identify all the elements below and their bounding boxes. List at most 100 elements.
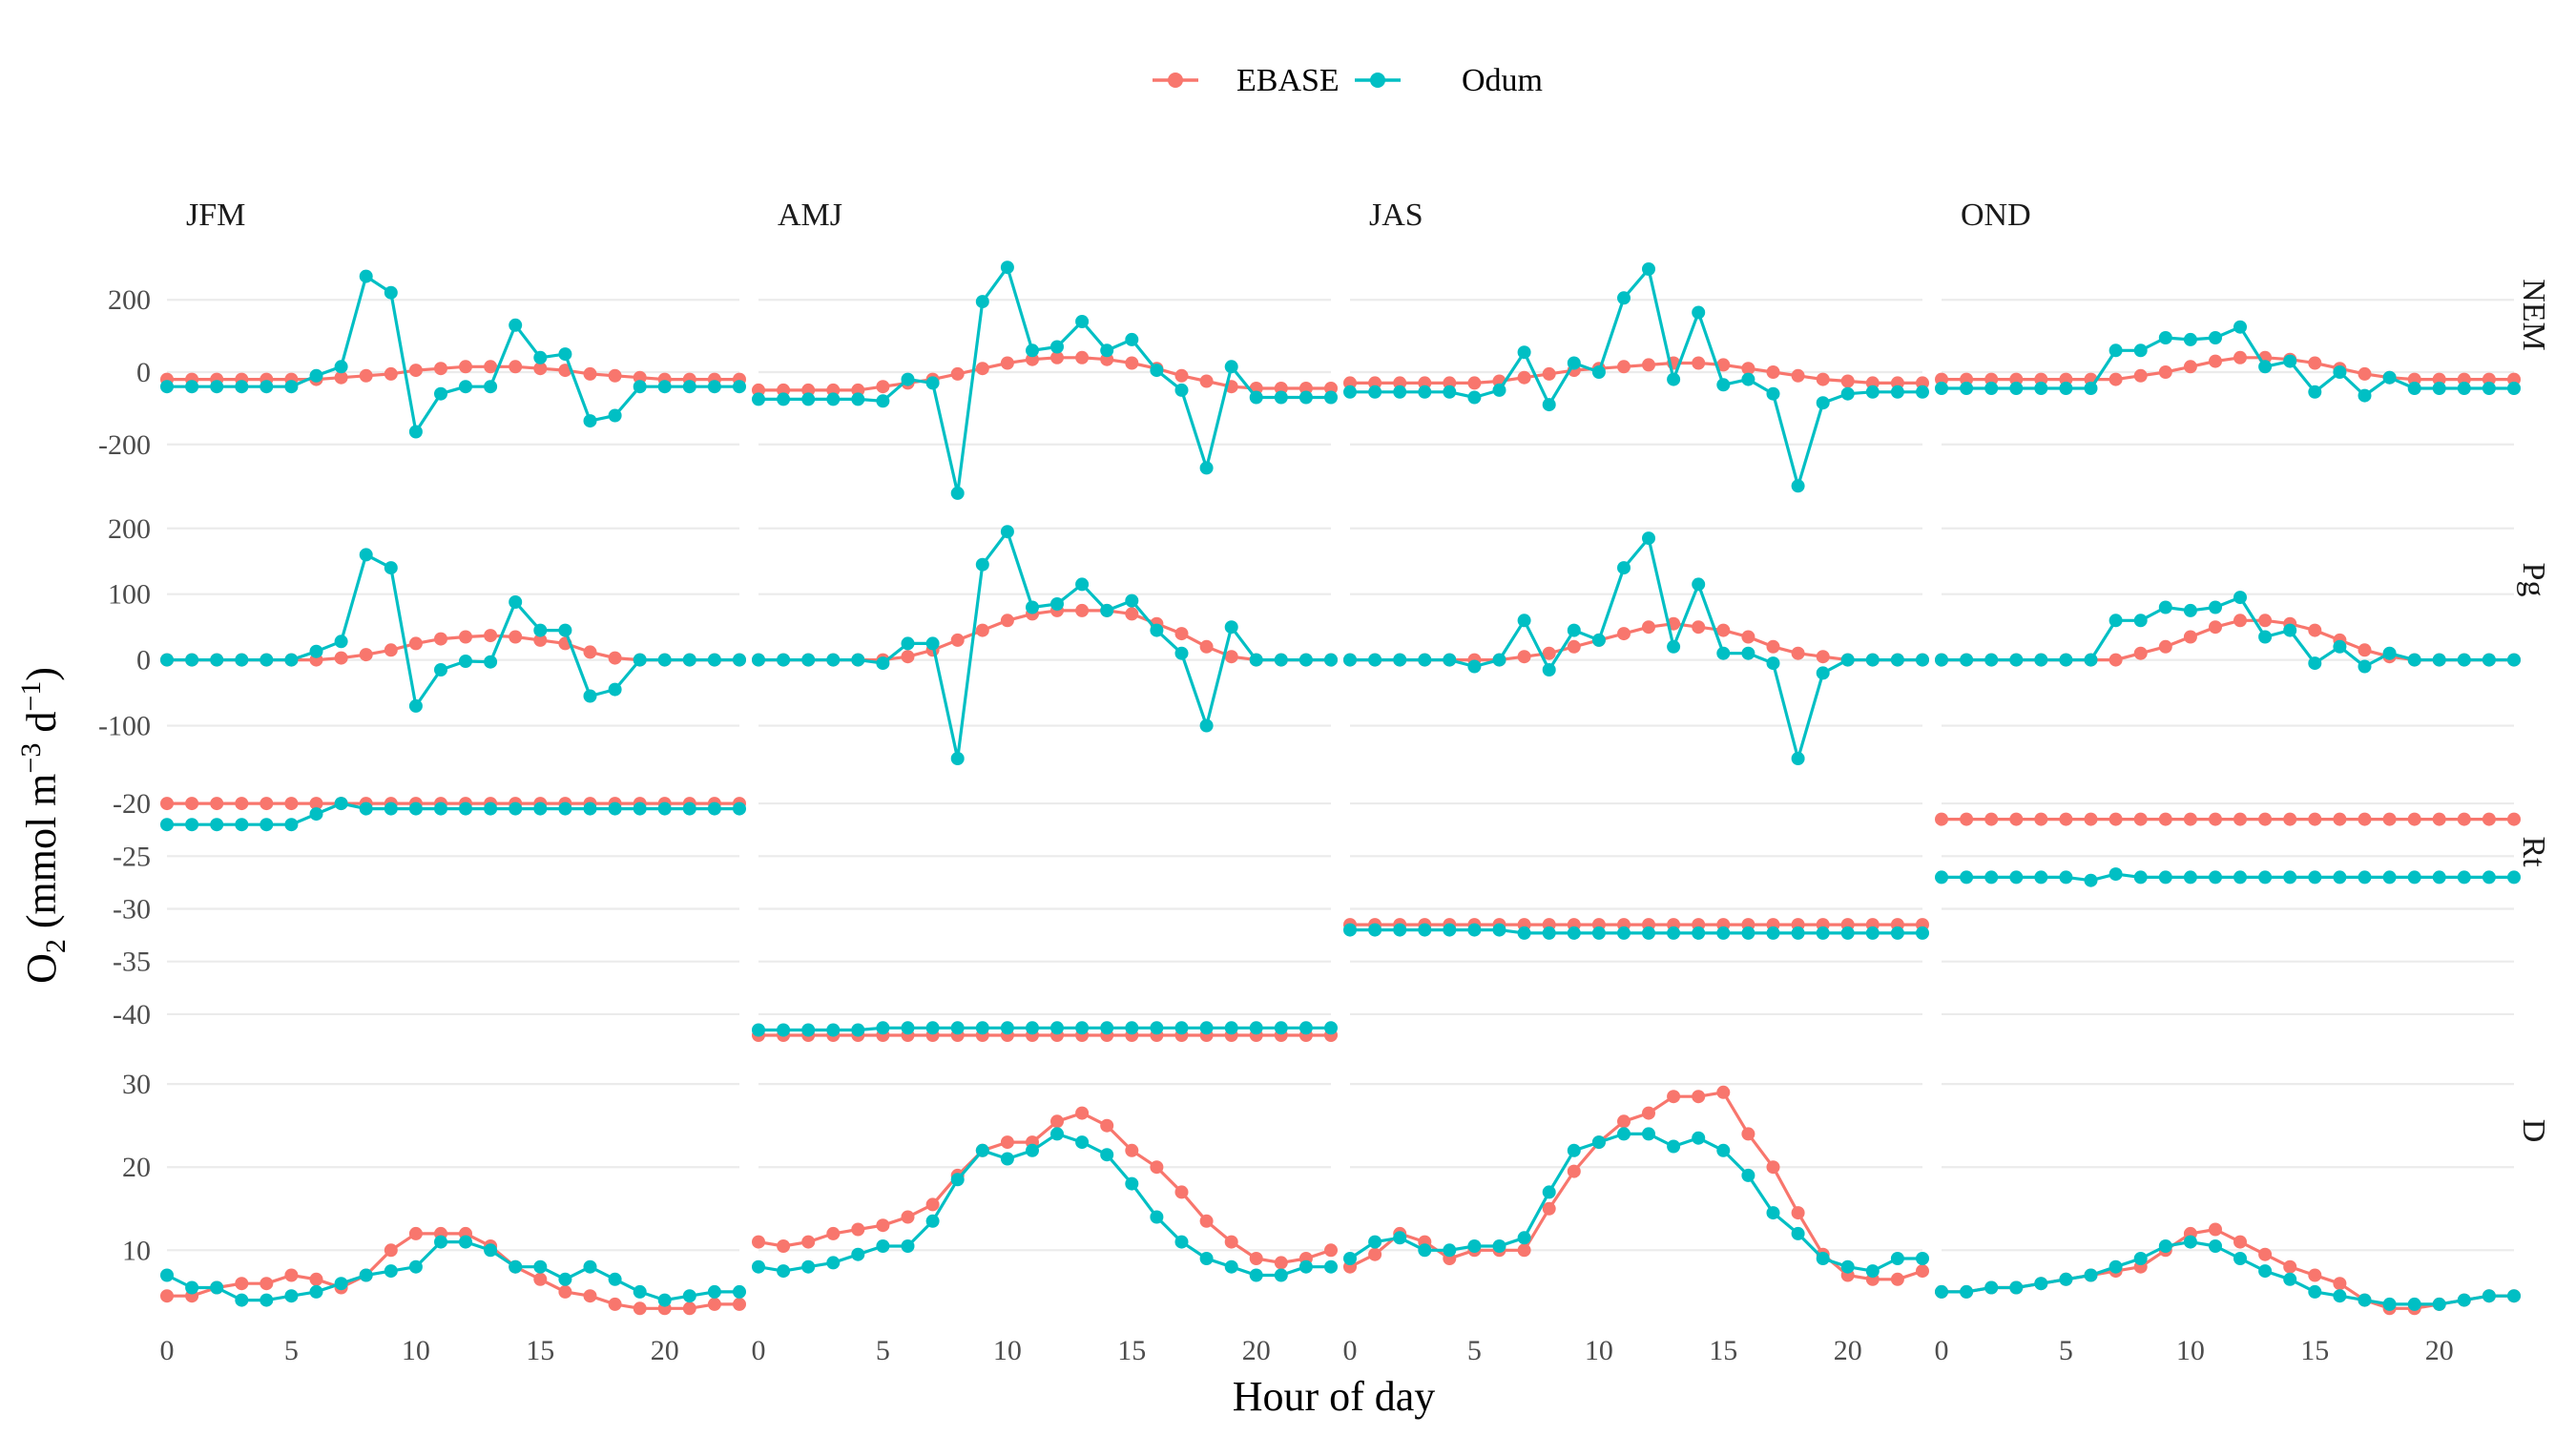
data-point-odum-nem-ond: [2432, 382, 2446, 395]
data-point-ebase-rt-ond: [2233, 812, 2247, 826]
data-point-ebase-d-jas: [1617, 1114, 1631, 1129]
data-point-odum-d-jas: [1791, 1226, 1805, 1240]
data-point-odum-rt-amj: [826, 1023, 841, 1037]
data-point-ebase-d-jfm: [384, 1243, 398, 1258]
data-point-odum-pg-jas: [1642, 531, 1655, 546]
data-point-ebase-d-amj: [1075, 1106, 1090, 1120]
data-point-ebase-d-amj: [777, 1239, 791, 1253]
data-point-odum-pg-ond: [2034, 653, 2048, 667]
data-point-odum-nem-ond: [2183, 332, 2197, 346]
data-point-odum-d-amj: [901, 1239, 915, 1253]
data-point-odum-rt-jfm: [682, 801, 696, 816]
data-point-odum-nem-amj: [975, 295, 989, 309]
data-point-odum-pg-amj: [1249, 653, 1263, 667]
data-point-odum-nem-jas: [1692, 305, 1706, 320]
data-point-odum-rt-jas: [1716, 926, 1731, 940]
data-point-odum-d-ond: [1984, 1280, 1999, 1295]
data-point-odum-nem-jas: [1890, 385, 1904, 399]
data-point-ebase-pg-amj: [1174, 627, 1189, 641]
data-point-odum-d-jas: [1692, 1131, 1706, 1145]
x-tick-label-jfm: 20: [651, 1335, 679, 1366]
data-point-odum-rt-jas: [1865, 926, 1880, 940]
data-point-odum-pg-amj: [1150, 623, 1164, 637]
data-point-ebase-d-jas: [1517, 1243, 1531, 1258]
data-point-odum-nem-jas: [1368, 385, 1382, 399]
data-point-ebase-nem-jfm: [359, 368, 373, 383]
data-point-ebase-rt-ond: [2283, 812, 2297, 826]
data-point-odum-nem-amj: [901, 372, 915, 386]
data-point-ebase-d-jfm: [160, 1289, 174, 1303]
data-point-odum-nem-jas: [1393, 385, 1407, 399]
series-line-odum-nem-ond: [1942, 325, 2514, 398]
data-point-odum-nem-jfm: [533, 350, 548, 364]
data-point-odum-d-ond: [2507, 1289, 2521, 1303]
data-point-ebase-pg-jas: [1567, 639, 1581, 654]
data-point-odum-nem-ond: [2308, 385, 2322, 399]
data-point-odum-rt-jfm: [707, 801, 721, 816]
data-point-odum-d-jfm: [334, 1277, 348, 1291]
data-point-odum-pg-amj: [975, 557, 989, 572]
data-point-odum-d-ond: [2158, 1239, 2172, 1253]
data-point-ebase-rt-ond: [2482, 812, 2496, 826]
data-point-odum-d-jfm: [682, 1289, 696, 1303]
data-point-odum-rt-jas: [1692, 926, 1706, 940]
data-point-odum-pg-ond: [2059, 653, 2073, 667]
data-point-odum-rt-ond: [2457, 870, 2471, 884]
data-point-odum-rt-ond: [2358, 870, 2372, 884]
data-point-ebase-rt-jfm: [185, 797, 199, 811]
data-point-ebase-d-jas: [1567, 1164, 1581, 1178]
series-line-odum-d-amj: [758, 1132, 1331, 1278]
data-point-odum-pg-amj: [1174, 646, 1189, 660]
data-point-odum-d-amj: [1026, 1143, 1039, 1157]
series-line-ebase-d-ond: [1942, 1227, 2514, 1310]
data-point-ebase-rt-ond: [2034, 812, 2048, 826]
data-point-odum-nem-ond: [2258, 360, 2273, 374]
data-point-odum-d-ond: [2183, 1235, 2197, 1249]
data-point-odum-nem-ond: [2407, 382, 2421, 395]
data-point-odum-nem-jas: [1591, 365, 1606, 379]
data-point-odum-pg-jas: [1890, 653, 1904, 667]
data-point-odum-d-amj: [1000, 1152, 1014, 1166]
data-point-ebase-nem-jas: [1716, 358, 1731, 372]
data-point-ebase-pg-jfm: [608, 651, 622, 665]
data-point-odum-pg-jas: [1840, 653, 1855, 667]
data-point-odum-nem-jas: [1716, 378, 1731, 392]
data-point-odum-d-amj: [1075, 1135, 1090, 1150]
data-point-ebase-pg-amj: [901, 650, 915, 664]
data-point-odum-d-jfm: [633, 1284, 647, 1299]
data-point-odum-d-ond: [2432, 1297, 2446, 1311]
data-point-odum-d-ond: [2283, 1272, 2297, 1286]
data-point-odum-pg-ond: [1960, 653, 1974, 667]
data-point-odum-nem-jfm: [210, 380, 224, 394]
data-point-odum-nem-jas: [1617, 291, 1631, 305]
data-point-odum-pg-ond: [2209, 600, 2222, 614]
data-point-odum-d-ond: [2382, 1297, 2397, 1311]
data-point-ebase-rt-ond: [2109, 812, 2123, 826]
strip-label-nem: NEM: [2516, 279, 2551, 351]
data-point-odum-rt-jas: [1443, 923, 1457, 937]
data-point-ebase-pg-ond: [2158, 639, 2172, 654]
data-point-odum-nem-jfm: [235, 380, 249, 394]
data-point-odum-d-jfm: [608, 1272, 622, 1286]
data-point-odum-d-amj: [1199, 1252, 1214, 1265]
data-point-ebase-pg-ond: [2183, 630, 2197, 644]
data-point-ebase-d-jas: [1916, 1264, 1929, 1279]
data-point-odum-rt-amj: [1050, 1021, 1064, 1035]
data-point-odum-pg-jfm: [185, 653, 199, 667]
data-point-odum-d-jfm: [384, 1264, 398, 1279]
data-point-odum-rt-ond: [2133, 870, 2148, 884]
data-point-odum-pg-jfm: [707, 653, 721, 667]
data-point-odum-d-jfm: [210, 1280, 224, 1295]
data-point-odum-nem-jas: [1816, 396, 1830, 410]
strip-label-amj: AMJ: [778, 198, 842, 233]
data-point-ebase-d-amj: [1125, 1143, 1139, 1157]
data-point-ebase-d-amj: [1174, 1185, 1189, 1199]
data-point-odum-rt-jas: [1840, 926, 1855, 940]
data-point-odum-pg-jfm: [608, 682, 622, 697]
data-point-ebase-pg-jas: [1816, 650, 1830, 664]
data-point-odum-rt-ond: [2308, 870, 2322, 884]
data-point-odum-nem-amj: [1298, 390, 1313, 405]
data-point-ebase-d-amj: [925, 1197, 940, 1212]
data-point-odum-rt-jfm: [434, 801, 447, 816]
